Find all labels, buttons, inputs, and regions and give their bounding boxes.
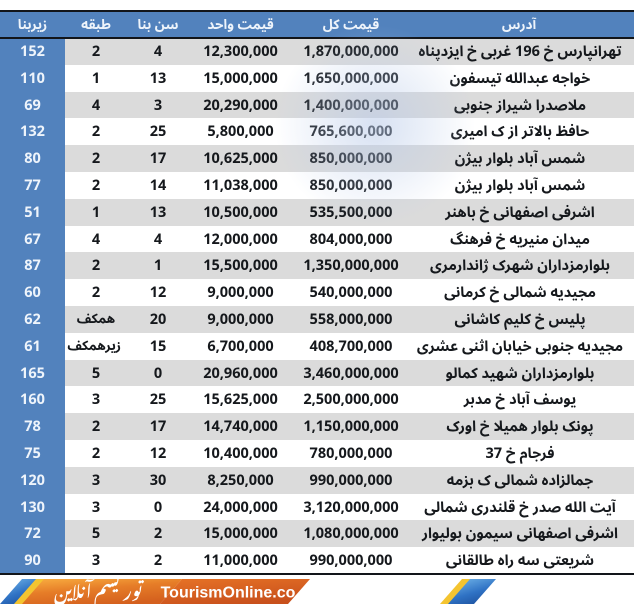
svg-text:TourismOnline.co: TourismOnline.co: [161, 585, 296, 602]
svg-text:توریسم آنلاین: توریسم آنلاین: [54, 573, 144, 612]
